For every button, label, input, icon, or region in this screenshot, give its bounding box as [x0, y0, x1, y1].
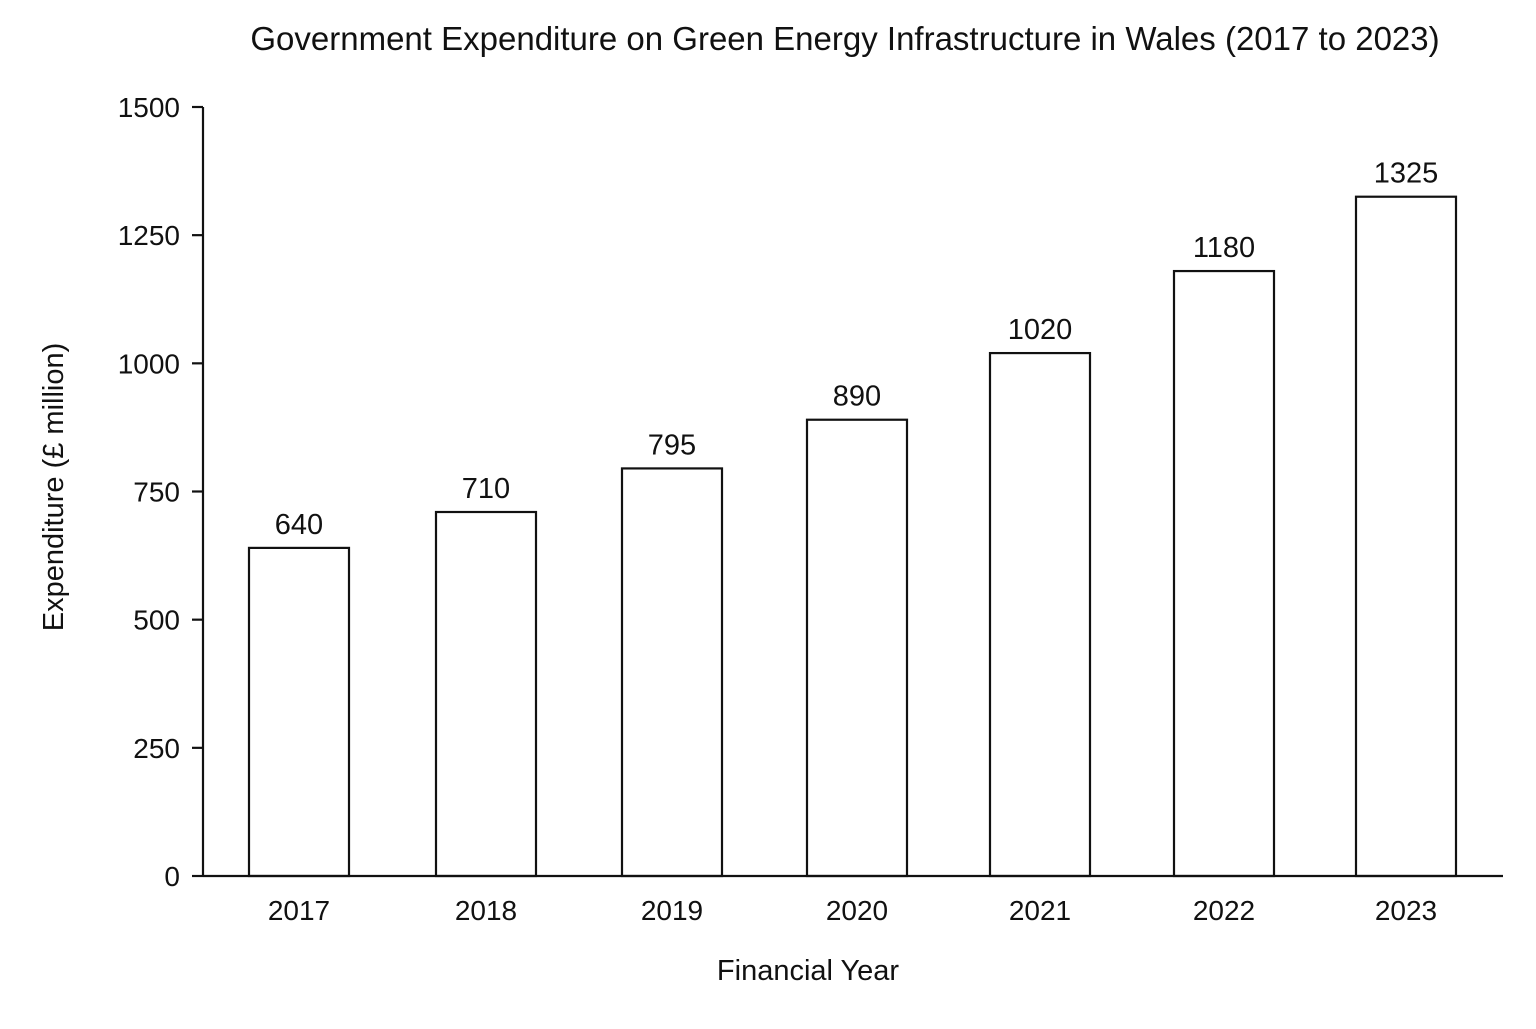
data-label-2022: 1180 [1193, 232, 1255, 264]
data-label-2018: 710 [462, 473, 510, 505]
y-tick-label-1000: 1000 [118, 348, 180, 379]
x-tick-label-2023: 2023 [1375, 895, 1437, 926]
x-tick-label-2018: 2018 [455, 895, 517, 926]
bar-2018 [434, 510, 538, 878]
y-tick-label-250: 250 [133, 733, 180, 764]
data-labels-layer: 640 710 795 890 1020 1180 1325 [275, 158, 1438, 541]
x-tick-label-2022: 2022 [1193, 895, 1255, 926]
data-label-2017: 640 [275, 509, 323, 541]
bar-2017 [247, 546, 351, 878]
y-tick-label-500: 500 [133, 605, 180, 636]
x-tick-label-2020: 2020 [826, 895, 888, 926]
x-axis: 2017 2018 2019 2020 2021 2022 2023 [203, 874, 1503, 926]
y-tick-label-1500: 1500 [118, 92, 180, 123]
x-tick-label-2019: 2019 [641, 895, 703, 926]
y-axis: 0 250 500 750 1000 1250 1500 [118, 92, 205, 892]
data-label-2020: 890 [833, 381, 881, 413]
y-tick-label-0: 0 [164, 861, 180, 892]
bars-layer [247, 195, 1458, 878]
y-tick-label-1250: 1250 [118, 220, 180, 251]
x-axis-title: Financial Year [717, 955, 900, 987]
data-label-2019: 795 [648, 429, 696, 461]
data-label-2023: 1325 [1374, 158, 1439, 190]
x-tick-label-2017: 2017 [268, 895, 330, 926]
bar-2021 [988, 351, 1092, 878]
y-tick-label-750: 750 [133, 477, 180, 508]
x-tick-label-2021: 2021 [1009, 895, 1071, 926]
data-label-2021: 1020 [1008, 314, 1073, 346]
bar-2023 [1354, 195, 1458, 878]
y-axis-title: Expenditure (£ million) [38, 343, 70, 632]
bar-2019 [620, 467, 724, 878]
bar-2022 [1172, 269, 1276, 878]
chart-title: Government Expenditure on Green Energy I… [250, 20, 1439, 57]
bar-2020 [805, 418, 909, 878]
